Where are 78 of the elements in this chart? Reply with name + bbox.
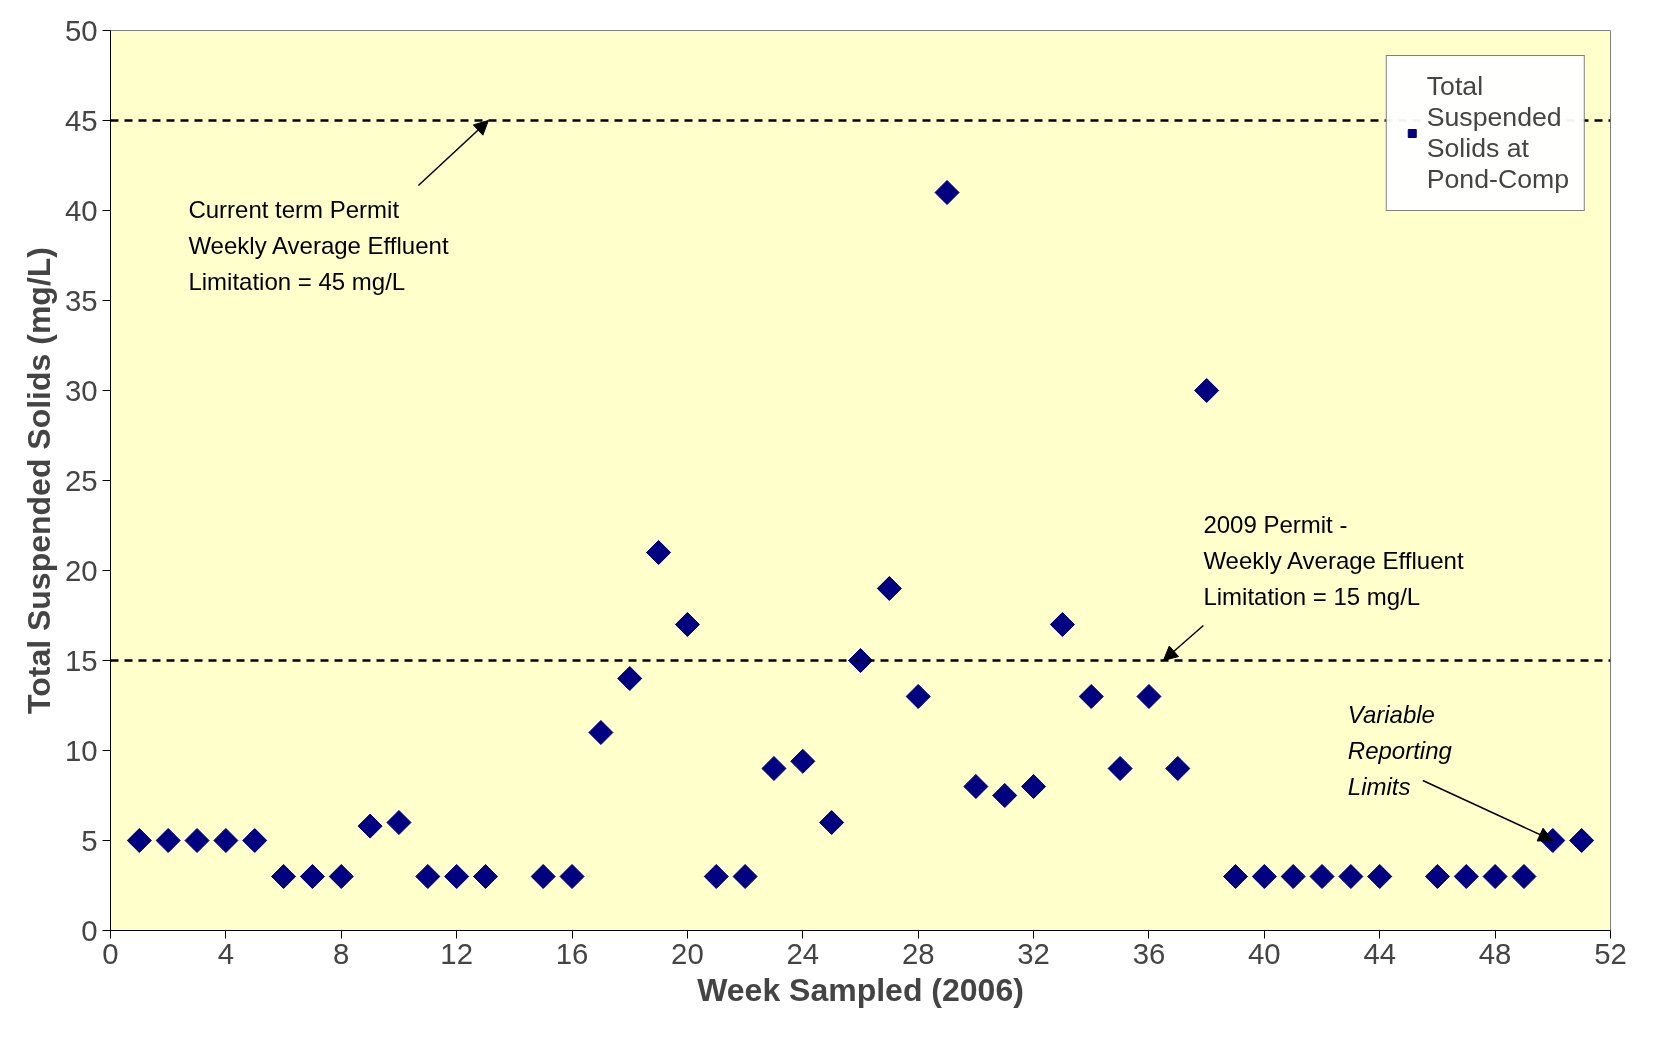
point <box>1194 377 1220 404</box>
x-tick-label: 32 <box>1017 936 1050 970</box>
y-tick-label: 25 <box>64 463 98 497</box>
x-tick-label: 44 <box>1363 936 1397 970</box>
point <box>213 827 239 854</box>
y-tick-label: 5 <box>81 823 98 857</box>
point <box>328 863 354 890</box>
point <box>271 863 297 890</box>
point <box>617 665 643 692</box>
point <box>732 863 758 890</box>
y-tick-label: 50 <box>64 13 98 47</box>
point <box>242 827 268 854</box>
point <box>386 809 412 836</box>
y-tick-label: 20 <box>64 553 98 587</box>
point <box>1136 683 1162 710</box>
point <box>444 863 470 890</box>
point <box>674 611 700 638</box>
y-tick-label: 35 <box>64 283 98 317</box>
x-tick-label: 4 <box>217 936 235 970</box>
point <box>1078 683 1104 710</box>
x-tick-label: 52 <box>1594 936 1627 970</box>
point <box>1165 755 1191 782</box>
point <box>1338 863 1364 890</box>
point <box>1482 863 1508 890</box>
annotation: Current term Permit Weekly Average Effluent Limitation = 45 mg/L <box>188 195 449 296</box>
point <box>1280 863 1306 890</box>
point <box>357 813 383 839</box>
point <box>1569 827 1595 854</box>
y-tick-label: 40 <box>64 193 98 227</box>
y-tick-label: 0 <box>81 913 98 947</box>
point <box>1021 773 1047 800</box>
x-tick-label: 12 <box>440 936 473 970</box>
y-tick-label: 10 <box>64 733 98 767</box>
x-tick-label: 48 <box>1478 936 1512 970</box>
y-tick-label: 30 <box>64 373 98 407</box>
point <box>299 863 325 890</box>
point <box>703 863 729 890</box>
point <box>126 827 152 854</box>
x-tick-label: 16 <box>555 936 589 970</box>
x-axis-title: Week Sampled (2006) <box>697 971 1024 1008</box>
x-tick-label: 8 <box>333 936 350 970</box>
annotation: 2009 Permit - Weekly Average Effluent Limitation = 15 mg/L <box>1203 510 1464 611</box>
point <box>415 863 441 890</box>
point <box>819 809 845 836</box>
point <box>876 575 902 602</box>
y-tick-label: 45 <box>64 103 98 137</box>
point <box>790 748 816 774</box>
x-tick-label: 36 <box>1132 936 1166 970</box>
point <box>1251 863 1277 890</box>
point <box>1453 863 1479 890</box>
point <box>1222 863 1249 890</box>
x-tick-label: 20 <box>671 936 704 970</box>
point <box>588 719 614 746</box>
point <box>1309 863 1335 890</box>
point <box>934 179 960 206</box>
point <box>1424 863 1450 890</box>
x-tick-label: 40 <box>1248 936 1281 970</box>
point <box>1107 755 1133 782</box>
point <box>905 683 931 710</box>
x-tick-label: 0 <box>102 936 119 970</box>
x-tick-label: 28 <box>901 936 935 970</box>
point <box>1367 863 1393 890</box>
point <box>992 782 1018 809</box>
x-tick-label: 24 <box>786 936 820 970</box>
legend-label: Total Suspended Solids at Pond-Comp <box>1426 71 1569 195</box>
y-tick-label: 15 <box>64 643 98 677</box>
y-axis-title: Total Suspended Solids (mg/L) <box>20 247 57 714</box>
point <box>761 755 787 782</box>
point <box>530 863 556 890</box>
point <box>559 863 585 890</box>
point <box>646 539 672 566</box>
point <box>155 827 181 854</box>
point <box>1511 863 1537 890</box>
point <box>1049 611 1075 638</box>
point <box>472 863 499 890</box>
annotation: Variable Reporting Limits <box>1347 700 1453 801</box>
point <box>963 773 989 800</box>
point <box>184 827 210 854</box>
